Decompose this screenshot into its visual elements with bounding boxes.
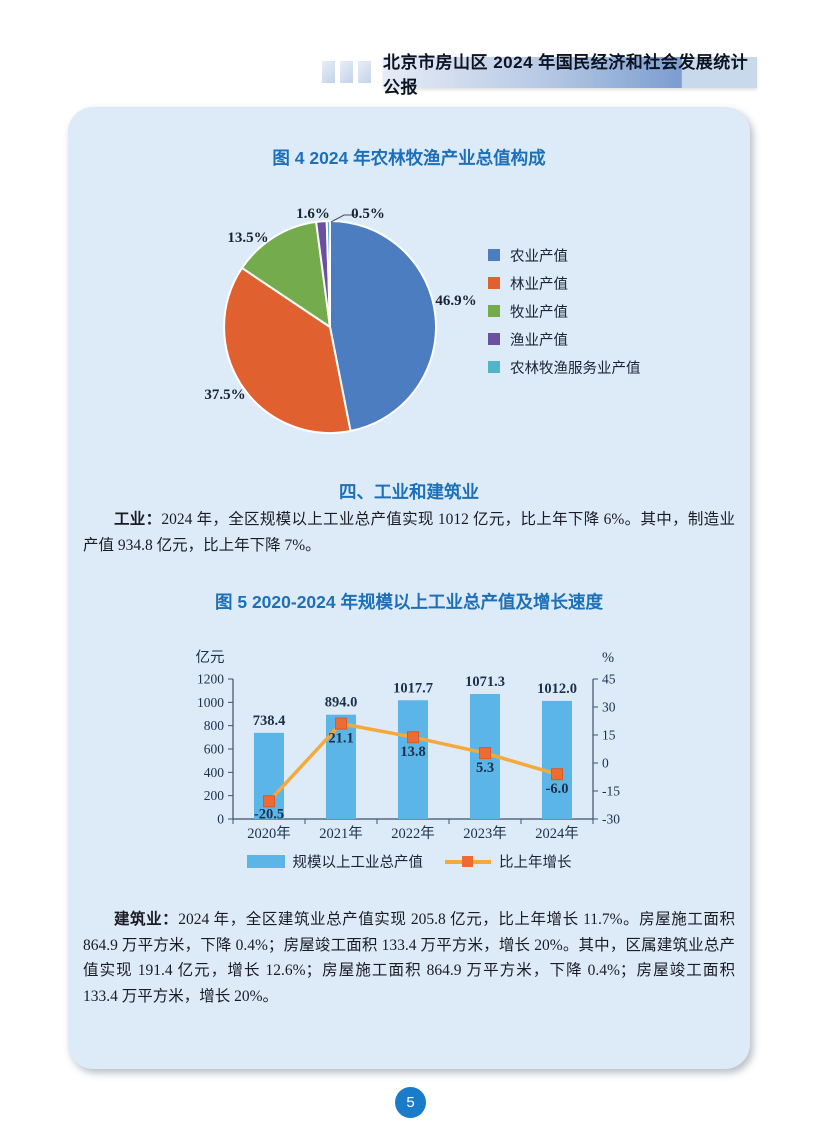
legend-item: 林业产值 <box>488 277 641 293</box>
bar-value-label: 1071.3 <box>465 674 505 690</box>
bar-2024年 <box>542 700 572 819</box>
bar-value-label: 1017.7 <box>393 680 433 696</box>
left-axis-tick: 600 <box>204 742 225 757</box>
legend-label: 渔业产值 <box>510 332 568 349</box>
legend-swatch-husbandry <box>488 305 500 317</box>
pie-slice-2 <box>240 220 332 330</box>
pie-slice-0 <box>329 219 437 433</box>
figure5-combo-chart: 0 200 400 600 800 1000 1200 -30 -15 0 15 30 45 亿元 % 202… <box>196 649 621 842</box>
figure4-pie-chart: 46.9% 37.5% 13.5% 1.6% 0.5% <box>204 206 477 434</box>
left-axis-tick: 800 <box>204 718 225 733</box>
left-axis-tick: 200 <box>204 788 225 803</box>
figure4-title: 图 4 2024 年农林牧渔产业总值构成 <box>272 148 546 168</box>
legend-label: 规模以上工业总产值 <box>292 855 424 871</box>
bar-2022年 <box>398 700 428 819</box>
header-deco-square-3 <box>358 61 371 83</box>
x-axis-label: 2020年 <box>247 825 291 842</box>
industry-label: 工业： <box>114 511 162 528</box>
line-value-label: 13.8 <box>400 744 425 760</box>
page-header-bar: 北京市房山区 2024 年国民经济和社会发展统计公报 <box>383 53 757 97</box>
pie-slice-4 <box>325 219 331 328</box>
construction-text: 2024 年，全区建筑业总产值实现 205.8 亿元，比上年增长 11.7%。房… <box>83 911 735 1005</box>
pie-value-label: 0.5% <box>351 206 385 222</box>
page-header-title: 北京市房山区 2024 年国民经济和社会发展统计公报 <box>383 52 749 97</box>
left-axis-tick: 1000 <box>197 695 224 710</box>
line-marker <box>335 717 347 730</box>
right-axis-tick: 0 <box>602 756 609 771</box>
header-deco-square-1 <box>322 61 335 83</box>
legend-item: 农业产值 <box>488 249 641 265</box>
pie-value-label: 37.5% <box>204 387 245 403</box>
legend-swatch-services <box>488 361 500 373</box>
line-marker <box>263 795 275 808</box>
pie-value-label: 1.6% <box>296 206 330 222</box>
content-card: 图 4 2024 年农林牧渔产业总值构成 46.9% 37.5% 13.5% 1.6%… <box>68 107 750 1069</box>
x-axis-label: 2021年 <box>319 825 363 842</box>
bar-series-swatch <box>246 855 285 868</box>
legend-label: 农林牧渔服务业产值 <box>510 360 641 377</box>
figure5-legend: 规模以上工业总产值 比上年增长 <box>68 851 750 872</box>
legend-entry-bar: 规模以上工业总产值 <box>246 851 424 872</box>
legend-entry-line: 比上年增长 <box>445 851 572 872</box>
line-value-label: 21.1 <box>328 731 353 747</box>
industry-text: 2024 年，全区规模以上工业总产值实现 1012 亿元，比上年下降 6%。其中… <box>83 511 735 554</box>
legend-label: 林业产值 <box>510 276 568 293</box>
construction-paragraph: 建筑业：2024 年，全区建筑业总产值实现 205.8 亿元，比上年增长 11.… <box>83 907 735 1009</box>
right-axis-tick: -30 <box>602 812 620 827</box>
header-deco-square-2 <box>340 61 353 83</box>
right-axis-tick: 45 <box>602 672 616 687</box>
right-axis-tick: -15 <box>602 784 620 799</box>
figure4-legend: 农业产值 林业产值 牧业产值 渔业产值 农林牧渔服务业产值 <box>488 249 641 389</box>
line-series-swatch <box>445 856 491 867</box>
legend-label: 农业产值 <box>510 248 568 265</box>
left-axis-unit: 亿元 <box>196 649 225 666</box>
right-axis-tick: 15 <box>602 728 616 743</box>
legend-swatch-fishery <box>488 333 500 345</box>
section-heading: 四、工业和建筑业 <box>339 482 479 502</box>
page-number: 5 <box>406 1094 415 1111</box>
legend-label: 牧业产值 <box>510 304 568 321</box>
bar-value-label: 738.4 <box>253 713 286 729</box>
line-value-label: -6.0 <box>546 781 569 797</box>
pie-leader-line <box>330 214 356 223</box>
legend-swatch-agriculture <box>488 249 500 261</box>
industry-paragraph: 工业：2024 年，全区规模以上工业总产值实现 1012 亿元，比上年下降 6%… <box>83 507 735 558</box>
legend-item: 牧业产值 <box>488 305 641 321</box>
page-number-badge: 5 <box>395 1087 426 1118</box>
legend-item: 农林牧渔服务业产值 <box>488 361 641 377</box>
line-value-label: 5.3 <box>476 760 494 776</box>
legend-item: 渔业产值 <box>488 333 641 349</box>
pie-value-label: 13.5% <box>227 230 268 246</box>
left-axis-tick: 0 <box>217 812 224 827</box>
left-axis-tick: 1200 <box>197 672 224 687</box>
left-axis-tick: 400 <box>204 765 225 780</box>
pie-value-label: 46.9% <box>435 293 476 309</box>
legend-label: 比上年增长 <box>499 855 572 871</box>
line-value-label: -20.5 <box>254 806 284 822</box>
line-marker <box>407 731 419 744</box>
pie-slice-1 <box>223 266 352 434</box>
line-marker <box>551 768 563 781</box>
figure5-title: 图 5 2020-2024 年规模以上工业总产值及增长速度 <box>214 592 603 612</box>
right-axis-tick: 30 <box>602 700 616 715</box>
x-axis-label: 2022年 <box>391 825 435 842</box>
x-axis-label: 2024年 <box>535 825 579 842</box>
line-marker <box>479 747 491 760</box>
construction-label: 建筑业： <box>114 911 179 928</box>
legend-swatch-forestry <box>488 277 500 289</box>
right-axis-unit: % <box>602 650 614 666</box>
bar-value-label: 894.0 <box>325 695 358 711</box>
x-axis-label: 2023年 <box>463 825 507 842</box>
bar-value-label: 1012.0 <box>537 681 577 697</box>
